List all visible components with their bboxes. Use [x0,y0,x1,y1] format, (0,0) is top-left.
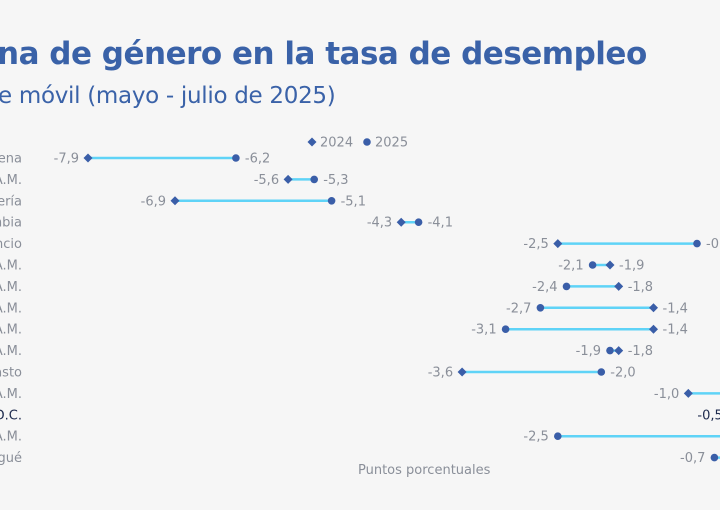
row-label: A.M. [0,323,22,338]
value-label-2024: -1,0 [654,387,679,402]
chart-subtitle: e móvil (mayo - julio de 2025) [0,83,336,109]
point-2025 [310,175,319,184]
value-label-2024: -1,4 [663,301,688,316]
value-label: -0,5 [697,408,720,423]
point-2025 [710,453,719,462]
point-2024 [553,239,563,249]
value-label-2025: -4,1 [428,216,453,231]
point-2025 [501,325,510,334]
value-label-2025: -2,1 [558,259,583,274]
value-label-2024: -5,6 [254,173,279,188]
value-label-2025: -6,2 [245,152,270,167]
row-label: asto [0,366,22,381]
legend-marker-2025 [363,138,371,146]
point-2025 [597,368,606,376]
row-label: A.M. [0,301,22,316]
point-2025 [232,154,240,162]
value-label-2024: -2,5 [523,237,548,252]
value-label-2025: -3,1 [471,323,496,338]
row-label: A.M. [0,259,22,274]
x-axis-title: Puntos porcentuales [358,463,491,478]
point-2025 [554,432,562,441]
value-label-2025: -0,7 [680,451,705,466]
value-label-2025: -2,4 [532,280,557,295]
value-label-2025: -1,9 [576,344,601,359]
point-2025 [414,218,423,226]
value-label-2024: -1,4 [663,323,688,338]
row-label: ncio [0,237,22,252]
value-label-2024: -3,6 [428,366,453,381]
value-label-2025: -2,5 [523,430,548,445]
value-label-2024: -4,3 [367,216,392,231]
legend-label-2025: 2025 [375,136,408,151]
point-2024 [614,346,624,356]
point-2024 [170,196,180,206]
point-2024 [614,281,624,291]
row-label: D.C. [0,408,22,423]
point-2025 [693,239,701,248]
point-2024 [283,174,293,184]
point-2024 [683,388,693,398]
row-label: ería [0,194,22,209]
point-2024 [83,153,93,163]
row-label: gué [0,451,22,466]
legend-label-2024: 2024 [320,136,353,151]
point-2024 [605,260,615,270]
point-2025 [536,304,545,312]
value-label-2024: -1,9 [619,259,644,274]
value-label-2024: -1,8 [628,280,653,295]
row-label: A.M. [0,173,22,188]
point-2024 [457,367,467,377]
value-label-2025: -5,1 [341,194,366,209]
row-label: A.M. [0,387,22,402]
row-label: ena [0,152,22,167]
value-label-2025: -5,3 [323,173,348,188]
row-label: A.M. [0,280,22,295]
point-2024 [396,217,406,227]
point-2025 [327,197,336,205]
row-label: A.M. [0,430,22,445]
value-label-2025: -0,9 [706,237,720,252]
value-label-2024: -6,9 [141,194,166,209]
row-label: mbia [0,216,22,231]
point-2024 [649,324,658,334]
point-2025 [562,282,571,291]
point-2024 [649,303,658,313]
point-2025 [606,346,614,355]
value-label-2025: -2,7 [506,301,531,316]
legend-marker-2024 [307,137,317,147]
row-label: A.M. [0,344,22,359]
value-label-2024: -1,8 [628,344,653,359]
value-label-2025: -2,0 [610,366,635,381]
value-label-2024: -7,9 [54,152,79,167]
chart-title: na de género en la tasa de desempleo [0,36,647,72]
point-2025 [588,261,597,269]
